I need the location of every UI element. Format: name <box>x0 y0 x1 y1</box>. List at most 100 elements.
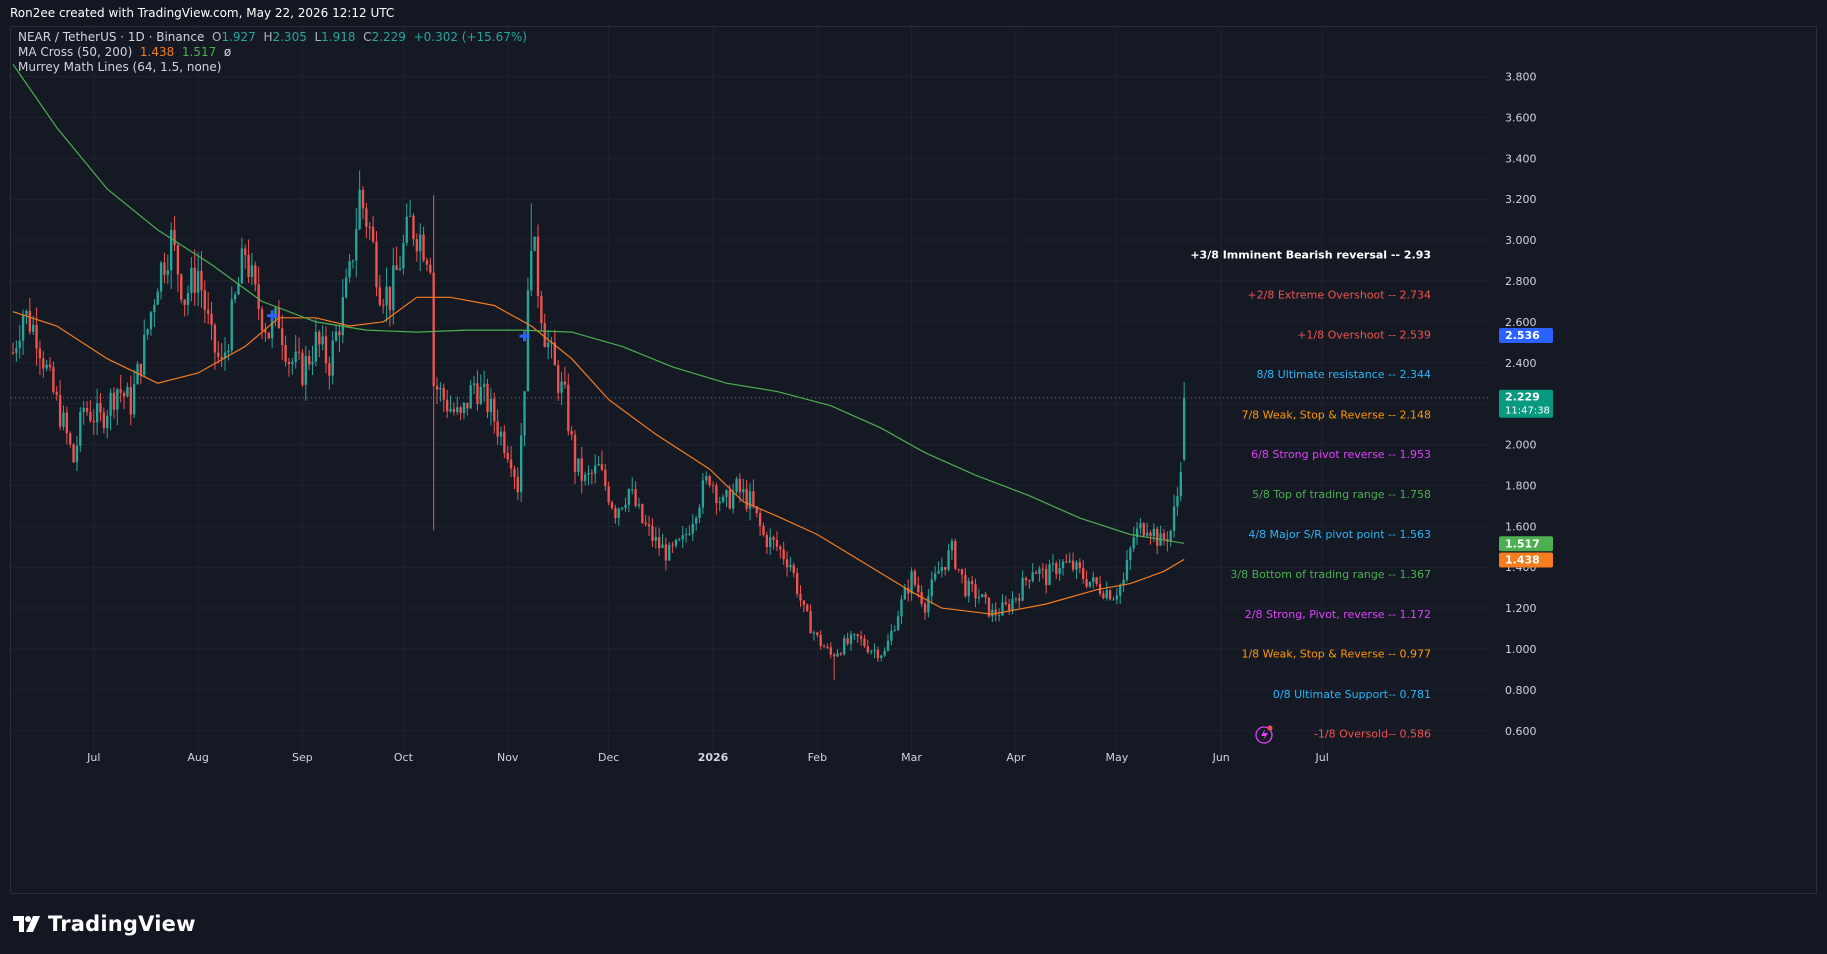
x-tick-label: Nov <box>497 751 519 764</box>
candle <box>681 526 684 549</box>
chart-pane[interactable]: 3.800 3.600 3.400 3.200 3.000 2.800 2.600 2.400… <box>10 26 1817 894</box>
x-tick-label: 2026 <box>698 751 729 764</box>
candle <box>79 406 82 452</box>
open-label: O <box>212 30 222 44</box>
candle-body <box>1031 572 1034 582</box>
candle-body <box>257 284 260 310</box>
candle <box>207 292 210 325</box>
candle <box>866 639 869 654</box>
candle-body <box>35 324 38 349</box>
candle-body <box>853 634 856 636</box>
candle-body <box>388 286 392 311</box>
candle <box>220 343 223 368</box>
murrey-label: Murrey Math Lines (64, 1.5, none) <box>18 60 222 74</box>
candle <box>392 247 395 325</box>
candle <box>627 488 631 513</box>
candle <box>489 387 493 426</box>
candle <box>415 233 419 262</box>
candle-body <box>866 646 869 653</box>
candle <box>1055 560 1058 579</box>
candle <box>674 538 678 549</box>
x-tick-label: Aug <box>187 751 208 764</box>
candle-body <box>678 539 681 541</box>
candle <box>903 583 907 600</box>
candle-body <box>577 458 580 472</box>
candle-body <box>203 290 207 310</box>
candle-body <box>402 242 405 269</box>
candle-body <box>149 312 153 330</box>
candle <box>196 252 200 307</box>
candle <box>186 285 190 316</box>
candle-body <box>708 476 711 486</box>
candle-body <box>688 533 691 535</box>
candle <box>1028 579 1031 589</box>
ma-cross-marker <box>267 310 278 321</box>
candle <box>738 473 742 503</box>
candle <box>331 331 334 385</box>
price-chart[interactable]: 3.800 3.600 3.400 3.200 3.000 2.800 2.600 2.400… <box>11 27 1817 894</box>
candle-body <box>318 331 321 345</box>
candle <box>822 643 826 648</box>
candle <box>530 203 533 297</box>
candle-body <box>970 580 974 585</box>
candle <box>408 199 412 217</box>
candle <box>122 390 126 410</box>
candle <box>772 535 775 550</box>
candle-body <box>378 287 382 305</box>
candle-body <box>72 444 75 463</box>
candle-body <box>1082 568 1085 580</box>
candle-body <box>1179 472 1182 497</box>
candle <box>92 409 95 436</box>
candle <box>792 562 795 578</box>
candle-body <box>11 352 15 354</box>
candle-body <box>668 544 671 561</box>
candle <box>284 335 287 367</box>
candle <box>523 391 526 447</box>
candle-body <box>180 274 183 300</box>
candle <box>129 375 132 426</box>
candle-body <box>156 291 159 305</box>
candle-body <box>604 469 607 487</box>
candle-body <box>886 640 890 651</box>
candle-body <box>762 526 765 536</box>
low-label: L <box>314 30 322 44</box>
candle-body <box>75 445 79 463</box>
candle-body <box>950 541 954 551</box>
candle <box>180 273 183 304</box>
candle-body <box>132 384 136 415</box>
y-tick-label: 1.800 <box>1505 479 1537 492</box>
candle-body <box>573 434 577 472</box>
candle <box>806 603 809 613</box>
candle-body <box>190 267 193 294</box>
candle <box>859 630 863 646</box>
ohlc-legend: NEAR / TetherUS · 1D · Binance O1.927 H2… <box>18 30 527 44</box>
candle <box>758 509 762 536</box>
ma-cross-legend[interactable]: MA Cross (50, 200) 1.438 1.517 ø <box>18 45 231 59</box>
candle <box>688 525 691 536</box>
ma-200-line <box>12 63 1185 544</box>
symbol-title[interactable]: NEAR / TetherUS · 1D · Binance <box>18 30 205 44</box>
candle <box>853 633 856 641</box>
candle-body <box>338 331 341 336</box>
murrey-legend[interactable]: Murrey Math Lines (64, 1.5, none) <box>18 60 221 74</box>
candle <box>291 358 294 375</box>
candle <box>641 503 644 525</box>
candle <box>156 288 159 305</box>
x-tick-label: Apr <box>1006 751 1026 764</box>
candle-body <box>610 502 614 509</box>
x-tick-label: Jun <box>1212 751 1230 764</box>
candle-body <box>1085 579 1088 587</box>
candle <box>166 254 169 284</box>
candle <box>957 568 960 573</box>
candle-body <box>479 386 482 405</box>
high-label: H <box>263 30 273 44</box>
candle <box>1078 558 1082 574</box>
candle-body <box>102 412 106 429</box>
y-tick-label: 1.200 <box>1505 602 1537 615</box>
candle <box>843 634 846 656</box>
ma-extra-symbol: ø <box>223 45 232 59</box>
candle <box>355 207 358 278</box>
candle <box>1018 593 1021 608</box>
tradingview-logo[interactable]: TradingView <box>12 912 196 936</box>
candle <box>974 578 977 608</box>
